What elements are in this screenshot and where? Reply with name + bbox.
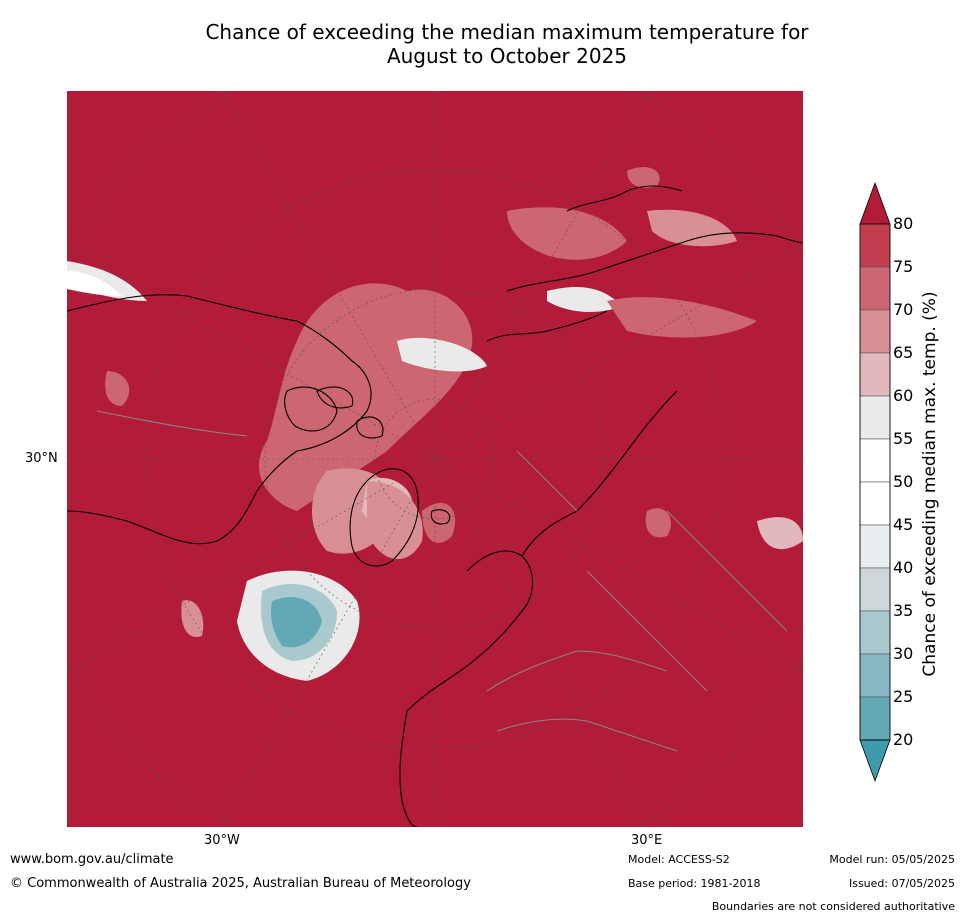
coastlines — [67, 185, 803, 827]
colorbar-extend-min — [859, 739, 891, 783]
map-panel — [67, 91, 803, 827]
colorbar-frame — [859, 223, 891, 741]
copyright-text: © Commonwealth of Australia 2025, Austra… — [10, 876, 471, 891]
colorbar-tick-label: 35 — [893, 601, 914, 620]
colorbar-tick-label: 75 — [893, 257, 914, 276]
colorbar-band — [859, 610, 891, 655]
colorbar-band — [859, 223, 891, 268]
colorbar-title: Chance of exceeding median max. temp. (%… — [920, 291, 940, 677]
longitude-label-west: 30°W — [204, 833, 240, 848]
colorbar-band — [859, 653, 891, 698]
issued-text: Issued: 07/05/2025 — [848, 877, 955, 890]
map-title: Chance of exceeding the median maximum t… — [205, 20, 809, 68]
colorbar: 80 75 70 65 60 55 50 45 40 35 30 25 20 — [855, 180, 965, 790]
website-link[interactable]: www.bom.gov.au/climate — [10, 852, 174, 867]
colorbar-tick-label: 40 — [893, 558, 914, 577]
colorbar-tick-label: 30 — [893, 644, 914, 663]
colorbar-band — [859, 696, 891, 741]
colorbar-band — [859, 438, 891, 483]
model-text: Model: ACCESS-S2 — [628, 853, 730, 866]
colorbar-tick-label: 25 — [893, 687, 914, 706]
colorbar-tick-label: 20 — [893, 730, 914, 749]
base-period-text: Base period: 1981-2018 — [628, 877, 761, 890]
country-borders — [96, 410, 788, 752]
colorbar-tick-label: 50 — [893, 472, 914, 491]
colorbar-band — [859, 352, 891, 397]
colorbar-tick-label: 45 — [893, 515, 914, 534]
latitude-label: 30°N — [25, 451, 58, 466]
model-run-text: Model run: 05/05/2025 — [829, 853, 955, 866]
map-canvas — [67, 91, 803, 827]
colorbar-tick-label: 65 — [893, 343, 914, 362]
colorbar-extend-max — [859, 181, 891, 225]
colorbar-tick-label: 55 — [893, 429, 914, 448]
colorbar-band — [859, 395, 891, 440]
colorbar-tick-label: 80 — [893, 214, 914, 233]
colorbar-tick-label: 70 — [893, 300, 914, 319]
colorbar-band — [859, 567, 891, 612]
colorbar-band — [859, 481, 891, 526]
longitude-label-east: 30°E — [631, 833, 663, 848]
graticule — [67, 91, 803, 827]
probability-regions — [67, 166, 803, 681]
colorbar-band — [859, 309, 891, 354]
disclaimer-text: Boundaries are not considered authoritat… — [711, 900, 955, 913]
colorbar-bar — [859, 181, 891, 783]
colorbar-band — [859, 524, 891, 569]
colorbar-band — [859, 266, 891, 311]
colorbar-tick-label: 60 — [893, 386, 914, 405]
